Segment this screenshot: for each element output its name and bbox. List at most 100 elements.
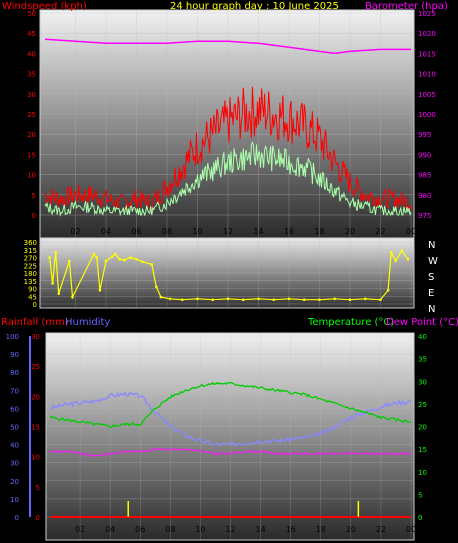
wind-direction-point <box>159 295 163 299</box>
rainfall-tick-label: 20 <box>31 393 40 401</box>
compass-label: S <box>428 272 434 283</box>
panel1-x-tick-label: 22 <box>375 227 385 236</box>
wind-direction-point <box>389 251 393 254</box>
panel1-x-tick-label: 18 <box>314 227 324 236</box>
humidity-tick-label: 50 <box>10 424 19 432</box>
barometer-axis-label: Barometer (hpa) <box>365 1 448 12</box>
temperature-tick-label: 20 <box>418 424 427 432</box>
windspeed-tick-label: 40 <box>27 50 36 58</box>
barometer-tick-label: 1000 <box>418 111 436 119</box>
humidity-tick-label: 90 <box>10 351 19 359</box>
barometer-tick-label: 1005 <box>418 91 436 99</box>
wind-direction-point <box>71 295 74 299</box>
wind-direction-tick-label: 360 <box>24 239 37 247</box>
wind-direction-point <box>211 298 215 301</box>
temperature-tick-label: 0 <box>418 514 422 522</box>
wind-direction-tick-label: 270 <box>24 255 37 263</box>
wind-direction-tick-label: 90 <box>28 286 37 294</box>
wind-direction-point <box>363 297 367 301</box>
wind-direction-tick-label: 180 <box>24 270 37 278</box>
rainfall-tick-label: 0 <box>36 514 40 522</box>
panel3-x-tick-label: 08 <box>165 525 175 534</box>
windspeed-tick-label: 0 <box>32 212 36 220</box>
barometer-series-line <box>44 38 411 55</box>
temperature-series-line <box>49 381 412 429</box>
panel3-x-tick-label: 12 <box>225 525 235 534</box>
wind-direction-point <box>155 285 158 289</box>
panel1-x-tick-label: 14 <box>253 227 263 236</box>
panel3-x-tick-label: 04 <box>105 525 115 534</box>
wind-direction-tick-label: 0 <box>33 301 37 309</box>
panel3-x-tick-label: 10 <box>195 525 205 534</box>
windspeed-tick-label: 5 <box>32 192 36 200</box>
windspeed-tick-label: 15 <box>27 151 36 159</box>
chart-title: 24 hour graph day : 10 June 2025 <box>170 1 339 12</box>
wind-direction-point <box>302 298 306 301</box>
compass-label: W <box>428 256 438 267</box>
wind-direction-point <box>400 249 404 252</box>
wind-direction-point <box>123 258 126 262</box>
barometer-tick-label: 985 <box>418 172 431 180</box>
compass-label: N <box>428 240 435 251</box>
rainfall-tick-label: 5 <box>36 484 40 492</box>
temperature-tick-label: 35 <box>418 356 427 364</box>
panel1-x-tick-label: 10 <box>192 227 202 236</box>
compass-label: N <box>428 304 435 315</box>
panel1-plot-area <box>39 9 415 239</box>
wind-direction-tick-label: 45 <box>28 293 37 301</box>
temperature-tick-label: 30 <box>418 378 427 386</box>
wind-direction-point <box>113 252 117 256</box>
panel3-x-tick-label: 22 <box>376 525 386 534</box>
wind-direction-point <box>318 298 321 301</box>
wind-direction-point <box>386 288 390 292</box>
humidity-tick-label: 40 <box>10 442 19 450</box>
wind-direction-point <box>141 260 144 264</box>
wind-direction-point <box>379 298 382 301</box>
wind-direction-point <box>333 297 337 301</box>
panel3-x-tick-label: 18 <box>316 525 326 534</box>
wind-direction-point <box>48 256 51 259</box>
barometer-tick-label: 1020 <box>418 30 436 38</box>
windspeed-tick-label: 45 <box>27 30 36 38</box>
wind-direction-point <box>196 297 199 301</box>
barometer-tick-label: 980 <box>418 192 431 200</box>
humidity-tick-label: 10 <box>10 496 19 504</box>
wind-direction-point <box>104 259 108 263</box>
wind-direction-tick-label: 225 <box>24 262 37 270</box>
humidity-tick-label: 30 <box>10 460 19 468</box>
wind-direction-point <box>406 257 410 261</box>
panel1-x-tick-label: 02 <box>70 227 80 236</box>
rainfall-tick-label: 10 <box>31 454 40 462</box>
wind-direction-point <box>180 298 184 301</box>
humidity-tick-label: 20 <box>10 478 19 486</box>
humidity-tick-label: 0 <box>15 514 19 522</box>
panel1-x-tick-label: 12 <box>223 227 233 236</box>
wind-direction-point <box>272 298 276 301</box>
wind-direction-point <box>394 259 398 263</box>
wind-direction-point <box>118 257 122 261</box>
temperature-tick-label: 25 <box>418 401 427 409</box>
windspeed-tick-label: 50 <box>27 10 36 18</box>
rainfall-axis-label: Rainfall (mm) <box>1 317 69 328</box>
panel1-x-tick-label: 08 <box>162 227 172 236</box>
windspeed-tick-label: 20 <box>27 131 36 139</box>
panel1-x-tick-label: 06 <box>131 227 141 236</box>
windspeed-axis-label: Windspeed (kph) <box>2 1 87 12</box>
humidity-tick-label: 60 <box>10 405 19 413</box>
dewpoint-series-line <box>49 447 412 458</box>
panel3-x-tick-label: 06 <box>135 525 145 534</box>
temperature-tick-label: 5 <box>418 491 422 499</box>
wind-direction-point <box>92 252 96 256</box>
panel3-x-tick-label: 16 <box>286 525 296 534</box>
windspeed-tick-label: 30 <box>27 91 36 99</box>
humidity-axis-label: Humidity <box>65 317 110 328</box>
wind-direction-point <box>241 298 245 301</box>
wind-direction-point <box>287 297 291 301</box>
barometer-tick-label: 1010 <box>418 71 436 79</box>
dewpoint-axis-label: Dew Point (°C) <box>386 317 458 328</box>
wind-direction-point <box>95 256 99 259</box>
barometer-tick-label: 990 <box>418 151 431 159</box>
panel3-x-tick-label: 14 <box>255 525 265 534</box>
